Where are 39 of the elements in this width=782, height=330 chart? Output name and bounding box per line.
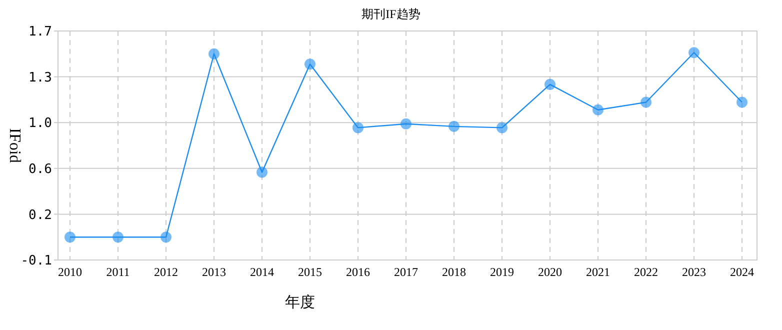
- point: [544, 78, 556, 90]
- y-tick-label: 1.0: [28, 116, 52, 132]
- x-tick-label: 2011: [106, 265, 130, 279]
- x-tick-label: 2013: [202, 265, 226, 279]
- point: [592, 104, 604, 116]
- x-tick-label: 2016: [346, 265, 370, 279]
- point: [256, 166, 268, 178]
- y-axis-title: IFoid: [6, 128, 23, 163]
- point: [400, 118, 412, 130]
- chart-title: 期刊IF趋势: [362, 7, 420, 21]
- x-tick-label: 2021: [586, 265, 610, 279]
- point: [496, 122, 508, 134]
- y-tick-label: 1.3: [28, 70, 52, 86]
- x-tick-label: 2020: [538, 265, 562, 279]
- x-axis-title: 年度: [285, 294, 315, 311]
- x-tick-label: 2010: [58, 265, 82, 279]
- x-tick-label: 2018: [442, 265, 466, 279]
- x-tick-label: 2014: [250, 265, 274, 279]
- x-tick-label: 2022: [634, 265, 658, 279]
- point: [304, 58, 316, 70]
- point: [64, 232, 76, 243]
- point: [688, 47, 700, 58]
- point: [448, 120, 460, 132]
- x-tick-label: 2012: [154, 265, 178, 279]
- point: [352, 122, 364, 134]
- y-tick-label: 1.7: [28, 24, 52, 40]
- point: [736, 96, 748, 108]
- x-tick-label: 2015: [298, 265, 322, 279]
- point: [160, 232, 172, 243]
- point: [640, 96, 652, 108]
- x-tick-label: 2017: [394, 265, 418, 279]
- x-tick-label: 2023: [682, 265, 706, 279]
- x-tick-label: 2019: [490, 265, 514, 279]
- point: [112, 232, 124, 243]
- x-tick-label: 2024: [730, 265, 754, 279]
- y-tick-label: -0.1: [20, 254, 52, 269]
- y-tick-label: 0.2: [28, 208, 52, 223]
- y-tick-label: 0.6: [28, 162, 52, 177]
- point: [208, 48, 220, 60]
